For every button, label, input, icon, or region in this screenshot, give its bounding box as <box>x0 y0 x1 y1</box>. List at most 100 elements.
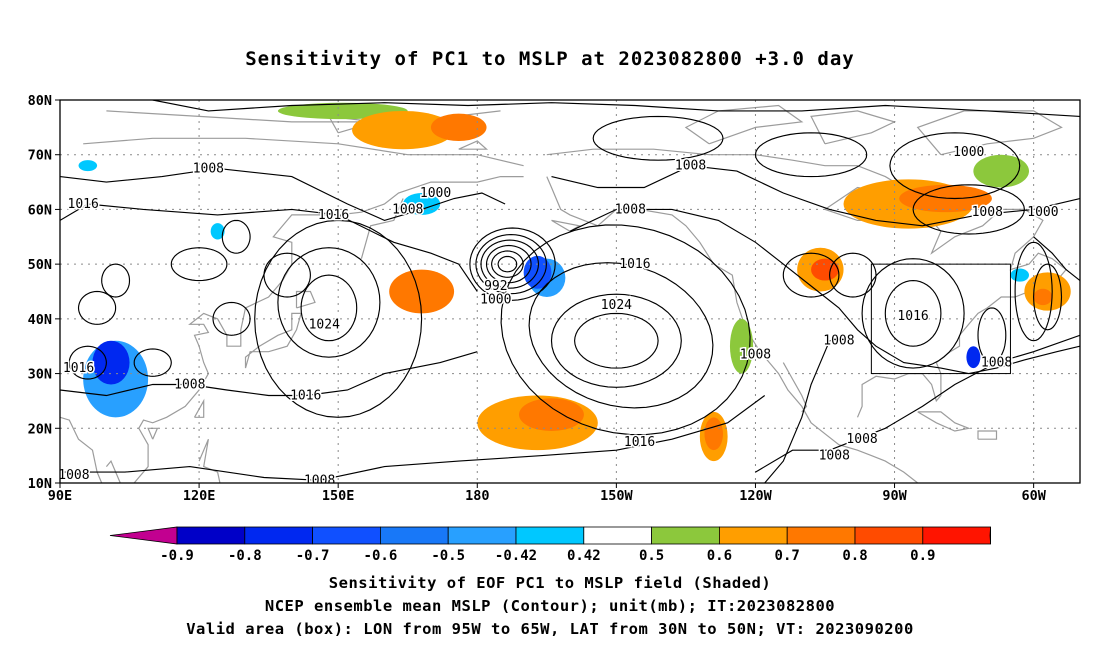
colorbar-label: 0.9 <box>910 548 935 564</box>
lat-tick-label: 20N <box>28 421 52 437</box>
mslp-contour <box>764 340 839 483</box>
mslp-contour <box>912 184 1025 235</box>
mslp-contour <box>592 115 724 161</box>
mslp-contour <box>475 234 547 295</box>
colorbar-label: 0.5 <box>639 548 664 564</box>
gridlines <box>60 100 1080 483</box>
mslp-contour <box>551 165 1080 227</box>
contour-label: 1000 <box>480 293 511 308</box>
contour-label: 1008 <box>304 473 335 488</box>
colorbar-label: -0.7 <box>296 548 330 564</box>
contour-label: 1016 <box>624 435 655 450</box>
lat-tick-label: 10N <box>28 476 52 492</box>
coastline <box>917 411 971 432</box>
colorbar-segment <box>651 526 720 545</box>
contour-label: 1008 <box>193 161 224 176</box>
sensitivity-shade <box>1010 268 1029 282</box>
mslp-contour <box>60 167 506 222</box>
lon-tick-label: 180 <box>465 488 489 504</box>
sensitivity-shade <box>389 269 455 314</box>
contour-label: 992 <box>484 279 507 294</box>
mslp-contour <box>782 252 840 298</box>
coastline <box>60 416 103 483</box>
sensitivity-shade <box>78 160 98 172</box>
contour-label: 1016 <box>619 257 650 272</box>
contour-label: 1016 <box>68 197 99 212</box>
colorbar-segment <box>447 526 517 545</box>
mslp-contour <box>569 208 969 375</box>
contour-label: 1000 <box>420 186 451 201</box>
colorbar-segment <box>854 526 924 545</box>
lat-tick-label: 80N <box>28 93 52 109</box>
mslp-contour-layer <box>60 100 1080 483</box>
sensitivity-shade <box>352 110 455 150</box>
contour-label: 1008 <box>740 347 771 362</box>
colorbar-label: 0.42 <box>567 548 601 564</box>
colorbar-label: 0.8 <box>842 548 867 564</box>
colorbar-segment <box>379 526 449 545</box>
valid-area-box <box>870 263 1011 375</box>
contour-label: 1024 <box>601 298 632 313</box>
colorbar-segment <box>312 526 381 545</box>
mslp-contour <box>60 395 766 481</box>
colorbar: -0.9 -0.8 -0.7 -0.6 -0.5 -0.42 0.42 0.5 0.6 0.7 0.… <box>109 526 991 564</box>
lon-tick-label: 90W <box>882 488 907 504</box>
mslp-contour <box>1014 241 1053 342</box>
sensitivity-shade <box>1033 288 1053 306</box>
colorbar-segment <box>515 526 585 545</box>
mslp-contour <box>277 247 381 358</box>
mslp-contour <box>550 293 682 388</box>
contour-label: 1008 <box>972 205 1003 220</box>
sensitivity-shade <box>430 113 487 142</box>
contour-label: 1008 <box>981 356 1012 371</box>
mslp-contour <box>829 252 877 298</box>
mslp-contour <box>77 290 117 325</box>
colorbar-label: -0.8 <box>228 548 262 564</box>
mslp-contour <box>500 224 751 436</box>
colorbar-label: -0.6 <box>364 548 398 564</box>
coastline <box>105 176 524 483</box>
mslp-contour <box>754 132 868 178</box>
mslp-contour <box>968 345 1080 375</box>
coastline <box>977 430 998 440</box>
contour-label: 1000 <box>953 145 984 160</box>
lat-tick-label: 30N <box>28 367 52 383</box>
lat-tick-label: 60N <box>28 202 52 218</box>
contour-label: 1008 <box>675 159 706 174</box>
lat-tick-label: 40N <box>28 312 52 328</box>
coastline <box>360 198 404 259</box>
contour-label: 1008 <box>58 468 89 483</box>
footer-line-2: NCEP ensemble mean MSLP (Contour); unit(… <box>264 597 836 615</box>
mslp-contour <box>133 348 172 377</box>
colorbar-segment <box>176 526 246 545</box>
colorbar-arrow-right <box>989 526 991 545</box>
contour-label: 1008 <box>823 334 854 349</box>
colorbar-segment <box>922 526 991 545</box>
lat-tick-label: 70N <box>28 148 52 164</box>
lon-tick-label: 150E <box>322 488 355 504</box>
coastline <box>198 438 221 483</box>
coastline <box>546 148 1067 418</box>
mslp-contour <box>480 239 540 289</box>
lon-tick-label: 90E <box>48 488 72 504</box>
mslp-contour <box>221 219 251 254</box>
coastline <box>916 110 1063 156</box>
coastline <box>295 290 316 309</box>
mslp-contour <box>485 244 532 284</box>
contour-label: 1008 <box>846 432 877 447</box>
lon-tick-label: 120W <box>739 488 772 504</box>
mslp-contour <box>1033 263 1063 331</box>
colorbar-arrow-left <box>109 526 178 545</box>
sensitivity-shade <box>92 340 130 385</box>
colorbar-label: -0.42 <box>495 548 537 564</box>
contour-label: 1000 <box>1027 205 1058 220</box>
sensitivity-shade <box>210 223 225 240</box>
mslp-contour <box>497 255 518 273</box>
contour-label: 1024 <box>309 317 340 332</box>
contour-label: 1016 <box>897 309 928 324</box>
sensitivity-shade <box>966 346 981 369</box>
lon-tick-label: 120E <box>183 488 216 504</box>
mslp-contour <box>469 227 556 301</box>
